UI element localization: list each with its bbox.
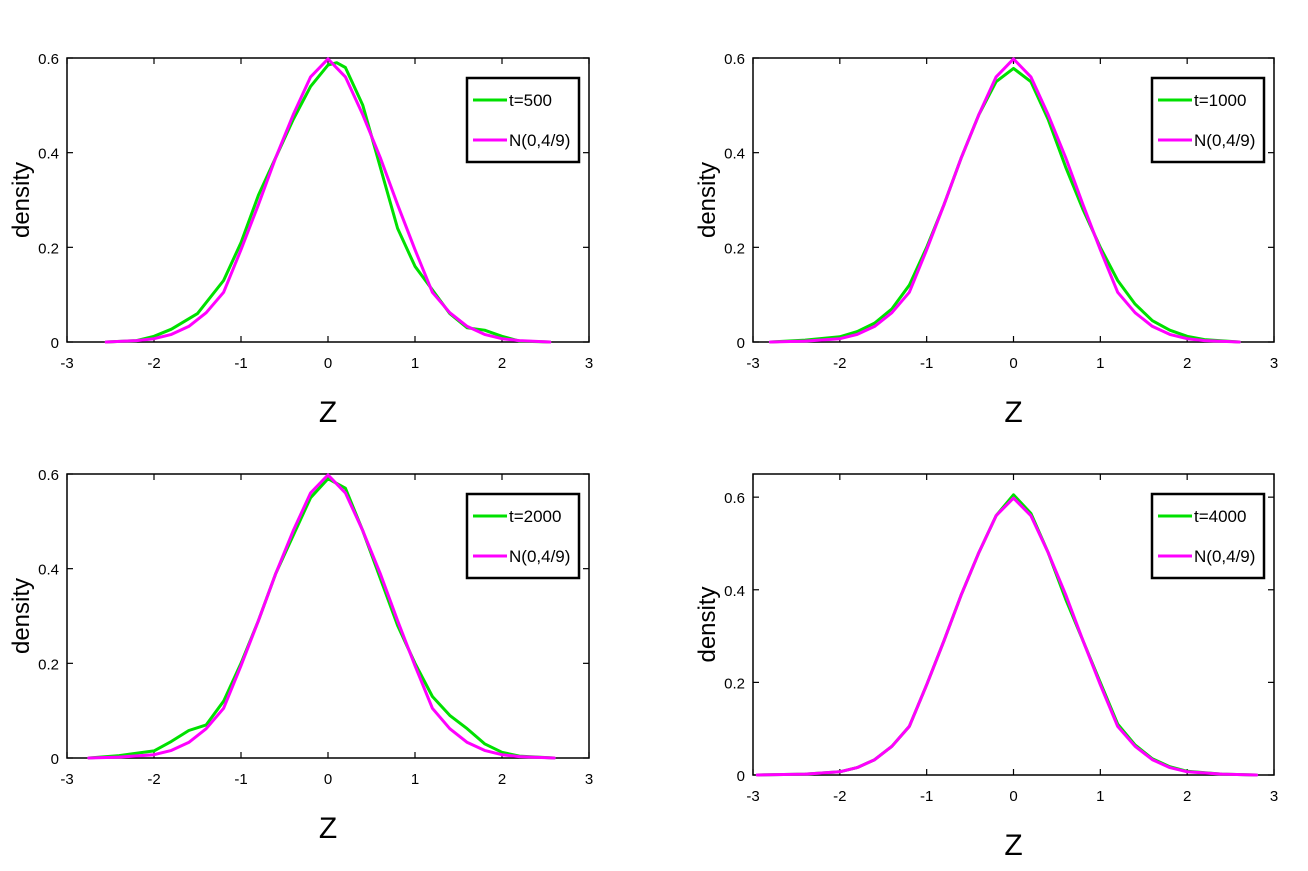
x-tick-label: 1	[411, 771, 419, 788]
x-tick-label: -2	[147, 771, 160, 788]
x-tick-label: -2	[147, 355, 160, 372]
y-tick-label: 0.2	[38, 656, 59, 673]
x-tick-label: 3	[585, 771, 593, 788]
legend-label: t=500	[509, 91, 552, 110]
y-tick-label: 0.6	[38, 467, 59, 484]
series-line-normal	[104, 57, 552, 344]
y-tick-label: 0	[737, 768, 745, 785]
legend-box	[465, 76, 581, 164]
y-tick-label: 0.2	[724, 240, 745, 257]
x-tick-label: 1	[411, 355, 419, 372]
y-tick-label: 0.4	[38, 146, 59, 163]
x-tick-label: -3	[746, 788, 759, 805]
series-line-simulated	[768, 66, 1241, 344]
x-tick-label: 0	[1009, 788, 1017, 805]
legend: t=1000 N(0,4/9)	[1150, 76, 1266, 164]
y-tick-label: 0.4	[38, 562, 59, 579]
y-axis-label: density	[8, 578, 35, 654]
x-tick-label: 1	[1096, 355, 1104, 372]
legend: t=2000 N(0,4/9)	[465, 492, 581, 580]
legend-label: t=4000	[1194, 507, 1246, 526]
series-line-normal	[755, 496, 1259, 777]
x-axis-label: Z	[1004, 396, 1022, 429]
x-tick-label: 0	[324, 771, 332, 788]
y-tick-label: 0	[737, 335, 745, 352]
x-tick-label: 2	[1183, 788, 1191, 805]
x-tick-label: 0	[1009, 355, 1017, 372]
y-axis-label: density	[8, 162, 35, 238]
legend-box	[1150, 492, 1266, 580]
legend-label: t=1000	[1194, 91, 1246, 110]
x-tick-label: 3	[1270, 788, 1278, 805]
y-tick-label: 0	[51, 335, 59, 352]
y-tick-label: 0.4	[724, 146, 745, 163]
x-tick-label: -3	[60, 355, 73, 372]
y-tick-label: 0.4	[724, 583, 745, 600]
x-tick-label: -2	[833, 788, 846, 805]
y-tick-label: 0.2	[724, 675, 745, 692]
y-axis-label: density	[694, 586, 721, 662]
x-tick-label: 2	[498, 355, 506, 372]
y-tick-label: 0.2	[38, 240, 59, 257]
x-tick-label: -3	[60, 771, 73, 788]
x-tick-label: -1	[234, 771, 247, 788]
y-axis-label: density	[694, 162, 721, 238]
x-tick-label: 3	[585, 355, 593, 372]
x-tick-label: -3	[746, 355, 759, 372]
x-tick-label: 0	[324, 355, 332, 372]
series-line-normal	[768, 57, 1241, 344]
x-axis-label: Z	[1004, 829, 1022, 862]
legend-label: N(0,4/9)	[1194, 547, 1255, 566]
legend-box	[1150, 76, 1266, 164]
x-tick-label: -2	[833, 355, 846, 372]
y-tick-label: 0.6	[38, 51, 59, 68]
legend-label: N(0,4/9)	[1194, 131, 1255, 150]
x-tick-label: 1	[1096, 788, 1104, 805]
legend-label: t=2000	[509, 507, 561, 526]
x-tick-label: -1	[920, 788, 933, 805]
x-tick-label: -1	[234, 355, 247, 372]
legend: t=500 N(0,4/9)	[465, 76, 581, 164]
x-axis-label: Z	[319, 396, 337, 429]
x-tick-label: -1	[920, 355, 933, 372]
x-tick-label: 3	[1270, 355, 1278, 372]
legend-box	[465, 492, 581, 580]
legend-label: N(0,4/9)	[509, 547, 570, 566]
series-line-simulated	[87, 477, 556, 760]
x-axis-label: Z	[319, 812, 337, 845]
legend-label: N(0,4/9)	[509, 131, 570, 150]
x-tick-label: 2	[1183, 355, 1191, 372]
y-tick-label: 0.6	[724, 51, 745, 68]
series-line-normal	[87, 473, 556, 760]
y-tick-label: 0.6	[724, 490, 745, 507]
legend: t=4000 N(0,4/9)	[1150, 492, 1266, 580]
x-tick-label: 2	[498, 771, 506, 788]
y-tick-label: 0	[51, 751, 59, 768]
